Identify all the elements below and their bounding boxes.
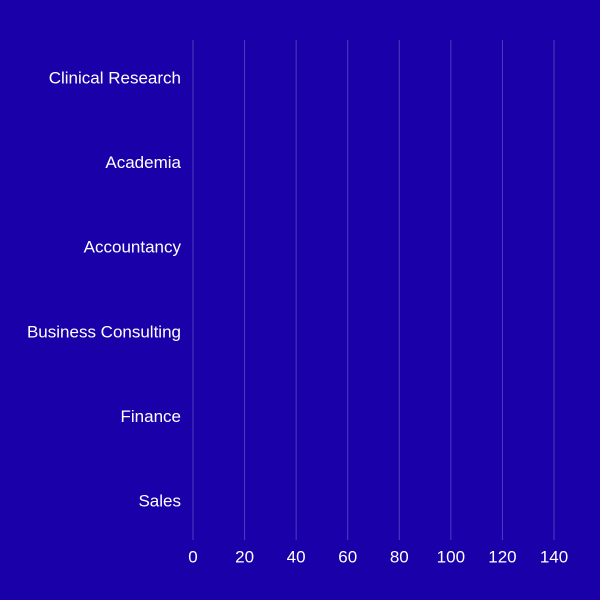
x-tick-label: 40 (287, 547, 306, 566)
category-label: Finance (121, 407, 181, 426)
x-tick-label: 120 (488, 547, 516, 566)
x-tick-label: 80 (390, 547, 409, 566)
category-label: Academia (105, 153, 181, 172)
grid-lines (192, 40, 555, 540)
x-tick-label: 140 (540, 547, 568, 566)
category-label: Business Consulting (27, 322, 181, 341)
category-label: Sales (138, 491, 181, 510)
x-tick-label: 0 (188, 547, 197, 566)
category-label: Accountancy (84, 238, 182, 257)
category-labels: Clinical Research Academia Accountancy Busi… (27, 68, 182, 510)
x-tick-label: 60 (338, 547, 357, 566)
category-label: Clinical Research (49, 68, 181, 87)
x-tick-label: 100 (437, 547, 465, 566)
x-tick-label: 20 (235, 547, 254, 566)
x-axis-tick-labels: 0 20 40 60 80 100 120 140 (188, 547, 568, 566)
